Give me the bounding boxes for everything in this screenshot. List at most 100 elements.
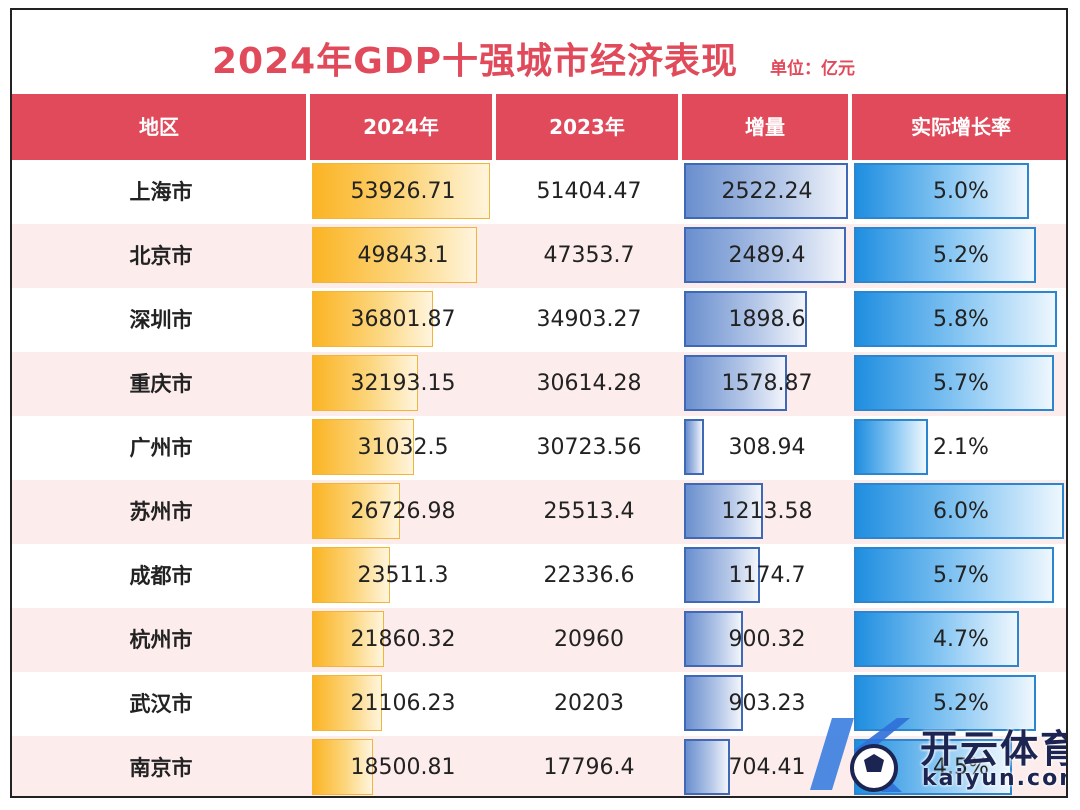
growth-rate-bar (854, 291, 1057, 347)
gdp-bar (312, 291, 433, 347)
cell-gdp-2023: 25513.4 (543, 499, 635, 524)
growth-rate-bar (854, 547, 1054, 603)
increase-value: 1174.7 (728, 563, 806, 588)
cell-gdp-2024: 36801.87 (310, 288, 496, 352)
gdp-2024-value: 31032.5 (357, 435, 449, 460)
cell-gdp-2023: 22336.6 (543, 563, 635, 588)
growth-rate-bar (854, 355, 1054, 411)
watermark-cn: 开云体育 (920, 727, 1068, 771)
increase-bar (684, 483, 763, 539)
gdp-2024-value: 53926.71 (350, 179, 456, 204)
increase-bar (684, 419, 704, 475)
header-2024: 2024年 (310, 94, 496, 160)
cell-city: 广州市 (129, 436, 193, 460)
cell-growth-rate: 5.7% (852, 352, 1066, 416)
growth-rate-bar (854, 419, 928, 475)
cell-gdp-2024: 32193.15 (310, 352, 496, 416)
cell-increase: 1898.6 (682, 288, 852, 352)
watermark-en: kaiyun.com (922, 766, 1068, 791)
cell-growth-rate: 6.0% (852, 480, 1066, 544)
growth-rate-value: 5.2% (933, 243, 989, 268)
cell-gdp-2023: 30723.56 (536, 435, 642, 460)
cell-increase: 308.94 (682, 416, 852, 480)
increase-bar (684, 611, 743, 667)
increase-value: 704.41 (728, 755, 806, 780)
table-row: 上海市 53926.71 51404.47 2522.24 5.0% (12, 160, 1066, 224)
cell-city: 南京市 (129, 756, 193, 780)
kaiyun-logo-icon (810, 718, 910, 792)
cell-city: 杭州市 (129, 628, 193, 652)
cell-increase: 704.41 (682, 736, 852, 796)
page-title: 2024年GDP十强城市经济表现 (212, 41, 739, 82)
cell-gdp-2023: 51404.47 (536, 179, 642, 204)
table-row: 苏州市 26726.98 25513.4 1213.58 6.0% (12, 480, 1066, 544)
cell-city: 北京市 (129, 244, 193, 268)
cell-growth-rate: 2.1% (852, 416, 1066, 480)
table-row: 成都市 23511.3 22336.6 1174.7 5.7% (12, 544, 1066, 608)
growth-rate-value: 5.7% (933, 371, 989, 396)
table-header: 地区 2024年 2023年 增量 实际增长率 (12, 94, 1066, 160)
gdp-2024-value: 32193.15 (350, 371, 456, 396)
cell-gdp-2023: 17796.4 (543, 755, 635, 780)
cell-gdp-2023: 30614.28 (536, 371, 642, 396)
cell-growth-rate: 4.7% (852, 608, 1066, 672)
gdp-2024-value: 36801.87 (350, 307, 456, 332)
cell-gdp-2024: 53926.71 (310, 160, 496, 224)
cell-gdp-2023: 34903.27 (536, 307, 642, 332)
cell-gdp-2024: 21106.23 (310, 672, 496, 736)
cell-gdp-2024: 26726.98 (310, 480, 496, 544)
gdp-bar (312, 227, 477, 283)
increase-value: 900.32 (728, 627, 806, 652)
gdp-2024-value: 21860.32 (350, 627, 456, 652)
header-2023: 2023年 (496, 94, 682, 160)
header-increase: 增量 (682, 94, 852, 160)
cell-growth-rate: 5.7% (852, 544, 1066, 608)
cell-increase: 903.23 (682, 672, 852, 736)
gdp-bar (312, 355, 418, 411)
growth-rate-value: 2.1% (933, 435, 989, 460)
table-row: 武汉市 21106.23 20203 903.23 5.2% (12, 672, 1066, 736)
increase-value: 1213.58 (721, 499, 813, 524)
growth-rate-bar (854, 611, 1019, 667)
watermark: 开云体育 kaiyun.com (802, 710, 1068, 796)
table-frame: 2024年GDP十强城市经济表现 单位：亿元 地区 2024年 2023年 增量… (10, 8, 1068, 798)
gdp-bar (312, 419, 414, 475)
increase-bar (684, 355, 787, 411)
increase-bar (684, 675, 743, 731)
cell-gdp-2024: 23511.3 (310, 544, 496, 608)
growth-rate-value: 5.0% (933, 179, 989, 204)
cell-gdp-2023: 20203 (554, 691, 624, 716)
cell-increase: 1578.87 (682, 352, 852, 416)
growth-rate-bar (854, 227, 1036, 283)
unit-label: 单位：亿元 (770, 59, 855, 79)
cell-gdp-2024: 18500.81 (310, 736, 496, 796)
table-row: 重庆市 32193.15 30614.28 1578.87 5.7% (12, 352, 1066, 416)
table-row: 深圳市 36801.87 34903.27 1898.6 5.8% (12, 288, 1066, 352)
increase-bar (684, 227, 846, 283)
gdp-2024-value: 21106.23 (350, 691, 456, 716)
cell-city: 苏州市 (129, 500, 193, 524)
gdp-bar (312, 483, 400, 539)
growth-rate-value: 4.7% (933, 627, 989, 652)
growth-rate-value: 5.8% (933, 307, 989, 332)
increase-bar (684, 291, 807, 347)
title-bar: 2024年GDP十强城市经济表现 单位：亿元 (12, 10, 1066, 94)
header-growth-rate: 实际增长率 (911, 115, 1011, 139)
header-region: 地区 (12, 94, 310, 160)
cell-gdp-2024: 21860.32 (310, 608, 496, 672)
cell-increase: 1213.58 (682, 480, 852, 544)
cell-gdp-2024: 31032.5 (310, 416, 496, 480)
growth-rate-bar (854, 163, 1029, 219)
increase-value: 1578.87 (721, 371, 813, 396)
cell-growth-rate: 5.0% (852, 160, 1066, 224)
growth-rate-value: 5.2% (933, 691, 989, 716)
cell-increase: 2522.24 (682, 160, 852, 224)
gdp-2024-value: 49843.1 (357, 243, 449, 268)
increase-value: 903.23 (728, 691, 806, 716)
cell-city: 成都市 (129, 564, 193, 588)
increase-value: 1898.6 (728, 307, 806, 332)
increase-value: 2489.4 (728, 243, 806, 268)
cell-increase: 1174.7 (682, 544, 852, 608)
cell-growth-rate: 5.2% (852, 672, 1066, 736)
increase-bar (684, 163, 848, 219)
